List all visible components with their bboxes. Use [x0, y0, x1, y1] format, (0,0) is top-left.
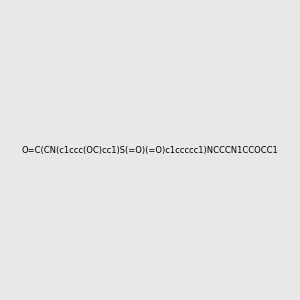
Text: O=C(CN(c1ccc(OC)cc1)S(=O)(=O)c1ccccc1)NCCCN1CCOCC1: O=C(CN(c1ccc(OC)cc1)S(=O)(=O)c1ccccc1)NC… — [22, 146, 278, 154]
